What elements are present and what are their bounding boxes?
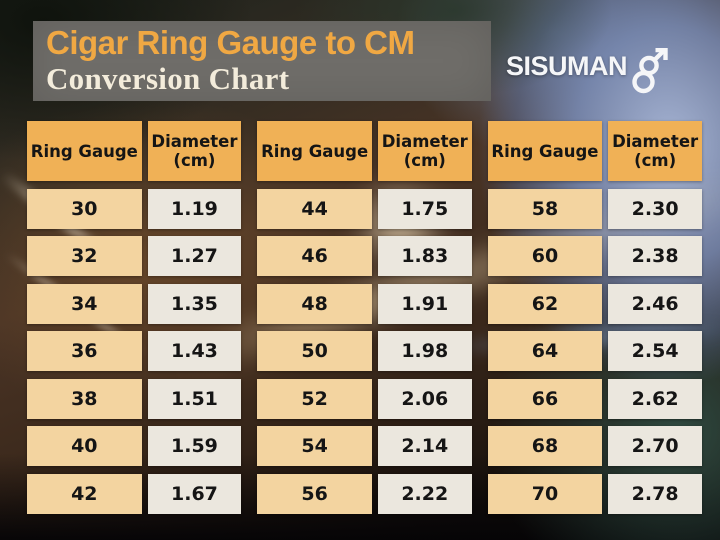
cell-diameter: 1.35 — [147, 283, 242, 324]
cell-ring-gauge: 34 — [27, 283, 142, 324]
cell-diameter: 2.54 — [608, 331, 702, 371]
cell-ring-gauge: 46 — [257, 236, 372, 276]
cell-ring-gauge: 44 — [257, 188, 372, 229]
header-unit-label: (cm) — [403, 151, 446, 170]
table-group-2: Ring Gauge Diameter (cm) 44 1.75 46 1.83 … — [257, 121, 472, 514]
cell-ring-gauge: 52 — [257, 378, 372, 419]
header-label: Ring Gauge — [491, 141, 599, 161]
cell-diameter: 1.19 — [147, 188, 242, 229]
header-label: Ring Gauge — [261, 141, 369, 161]
cell-ring-gauge: 42 — [27, 473, 142, 514]
conversion-table: Ring Gauge Diameter (cm) 30 1.19 32 1.27 … — [27, 121, 702, 514]
cell-ring-gauge: 56 — [257, 473, 372, 514]
header-ring-gauge: Ring Gauge — [257, 121, 372, 181]
page-subtitle: Conversion Chart — [46, 61, 290, 96]
cell-ring-gauge: 70 — [487, 473, 603, 514]
cell-ring-gauge: 32 — [27, 236, 142, 276]
header-label: Diameter — [151, 132, 238, 151]
cell-ring-gauge: 54 — [257, 426, 372, 466]
cell-diameter: 2.62 — [608, 378, 702, 419]
cell-diameter: 1.91 — [377, 283, 472, 324]
brand-logo: SISUMAN — [506, 47, 668, 98]
cell-ring-gauge: 48 — [257, 283, 372, 324]
header-diameter: Diameter (cm) — [147, 121, 242, 181]
header-label: Diameter — [612, 132, 699, 151]
header-label: Ring Gauge — [30, 141, 138, 161]
cell-diameter: 2.22 — [377, 473, 472, 514]
header-unit-label: (cm) — [634, 151, 677, 170]
cell-ring-gauge: 68 — [487, 426, 603, 466]
cell-diameter: 1.83 — [377, 236, 472, 276]
header-unit-label: (cm) — [173, 151, 216, 170]
cell-diameter: 2.06 — [377, 378, 472, 419]
header-ring-gauge: Ring Gauge — [487, 121, 603, 181]
cell-ring-gauge: 62 — [487, 283, 603, 324]
male-symbol-s-icon — [628, 47, 668, 98]
cell-diameter: 1.43 — [147, 331, 242, 371]
cell-diameter: 2.78 — [608, 473, 702, 514]
title-panel: Cigar Ring Gauge to CM Conversion Chart — [33, 21, 491, 101]
header-label: Diameter — [381, 132, 468, 151]
cell-diameter: 1.98 — [377, 331, 472, 371]
cell-ring-gauge: 66 — [487, 378, 603, 419]
cell-ring-gauge: 40 — [27, 426, 142, 466]
cell-diameter: 1.59 — [147, 426, 242, 466]
header-diameter: Diameter (cm) — [377, 121, 472, 181]
header-diameter: Diameter (cm) — [608, 121, 702, 181]
header-ring-gauge: Ring Gauge — [27, 121, 142, 181]
cell-diameter: 2.70 — [608, 426, 702, 466]
cell-diameter: 2.30 — [608, 188, 702, 229]
cell-ring-gauge: 64 — [487, 331, 603, 371]
cell-diameter: 2.38 — [608, 236, 702, 276]
cell-diameter: 2.46 — [608, 283, 702, 324]
cell-ring-gauge: 58 — [487, 188, 603, 229]
cell-diameter: 2.14 — [377, 426, 472, 466]
cell-diameter: 1.75 — [377, 188, 472, 229]
cell-ring-gauge: 30 — [27, 188, 142, 229]
cell-diameter: 1.51 — [147, 378, 242, 419]
cell-diameter: 1.27 — [147, 236, 242, 276]
cell-ring-gauge: 38 — [27, 378, 142, 419]
table-group-1: Ring Gauge Diameter (cm) 30 1.19 32 1.27 … — [27, 121, 242, 514]
cell-ring-gauge: 36 — [27, 331, 142, 371]
page-title: Cigar Ring Gauge to CM — [46, 24, 415, 61]
cell-diameter: 1.67 — [147, 473, 242, 514]
cell-ring-gauge: 50 — [257, 331, 372, 371]
table-group-3: Ring Gauge Diameter (cm) 58 2.30 60 2.38 … — [487, 121, 702, 514]
brand-name: SISUMAN — [506, 51, 628, 81]
cell-ring-gauge: 60 — [487, 236, 603, 276]
